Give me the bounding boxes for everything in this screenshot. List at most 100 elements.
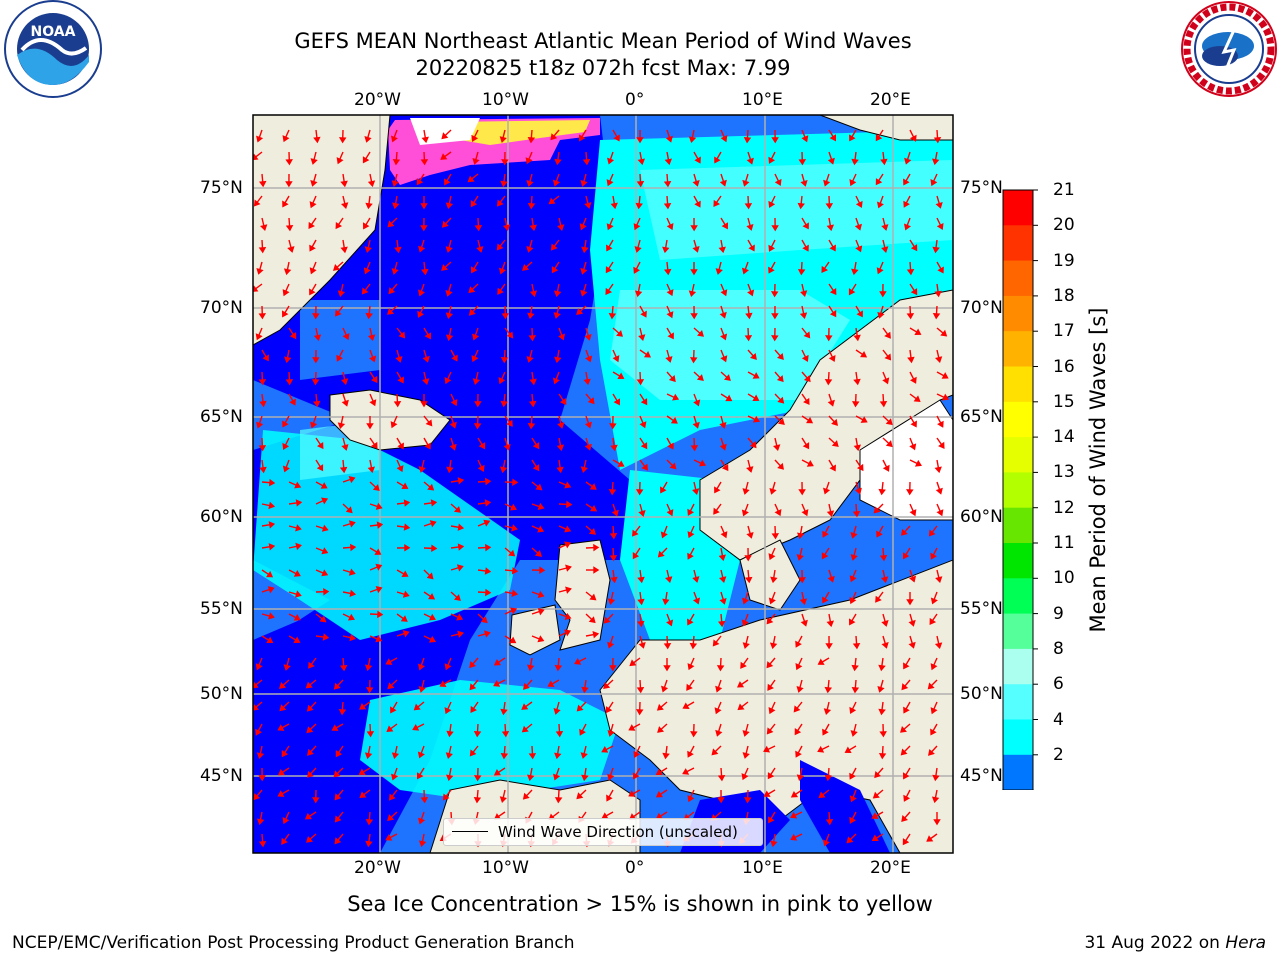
wave-arrow-head: [348, 476, 356, 484]
wave-arrow-head: [846, 836, 854, 844]
wave-arrow-head: [821, 265, 829, 273]
wave-arrow-head: [692, 597, 701, 605]
wave-arrow-head: [802, 222, 809, 230]
wave-arrow-head: [742, 488, 750, 495]
wave-arrow-head: [878, 708, 886, 716]
wave-arrow-head: [632, 772, 640, 780]
wave-arrow-head: [428, 613, 436, 621]
wave-arrow-head: [449, 421, 457, 429]
wave-arrow-head: [539, 566, 546, 574]
colorbar-tick-label: 18: [1053, 285, 1075, 306]
colorbar-segment: [1003, 295, 1033, 332]
wave-arrow-head: [456, 613, 464, 621]
wave-arrow-head: [472, 157, 480, 165]
wave-arrow-head: [910, 288, 918, 296]
wave-arrow-head: [609, 533, 618, 540]
wave-arrow-head: [359, 791, 367, 798]
wave-arrow-head: [903, 178, 910, 186]
wave-arrow-head: [362, 222, 370, 230]
wave-arrow-head: [856, 463, 864, 472]
wave-arrow-head: [853, 334, 861, 342]
wave-arrow-head: [850, 730, 858, 737]
map-legend: Wind Wave Direction (unscaled): [443, 818, 763, 846]
wave-arrow-head: [474, 225, 483, 232]
wave-arrow-head: [904, 157, 912, 165]
wave-arrow-head: [742, 752, 750, 759]
wave-arrow-head: [404, 544, 411, 552]
wave-arrow-head: [477, 464, 485, 472]
wave-arrow-head: [723, 374, 731, 381]
wave-arrow-head: [636, 181, 645, 188]
wave-arrow-head: [935, 487, 943, 495]
wave-arrow-head: [797, 202, 805, 210]
wave-arrow-head: [390, 135, 398, 143]
wave-arrow-head: [313, 136, 321, 144]
wave-arrow-head: [268, 543, 276, 551]
wave-arrow-head: [692, 576, 700, 583]
wave-arrow-head: [746, 157, 754, 165]
lon-label-bottom: 10°W: [482, 858, 529, 878]
wave-arrow-head: [635, 709, 644, 716]
wave-arrow-head: [766, 617, 774, 625]
wave-arrow-head: [283, 664, 291, 671]
wave-arrow-head: [365, 840, 373, 848]
wave-arrow-head: [417, 772, 424, 780]
wave-arrow-head: [906, 269, 915, 276]
wave-arrow-head: [553, 312, 561, 319]
wave-arrow-head: [718, 554, 727, 562]
wave-arrow-head: [719, 597, 727, 605]
wave-arrow-head: [262, 354, 269, 362]
wave-arrow-head: [825, 818, 834, 826]
wave-arrow-head: [881, 619, 889, 627]
wave-arrow-head: [768, 597, 776, 605]
wave-arrow-head: [445, 289, 453, 297]
wave-arrow-head: [608, 488, 617, 496]
wave-arrow-head: [686, 683, 693, 691]
wave-arrow-head: [527, 423, 536, 430]
wave-arrow-head: [608, 313, 617, 320]
wave-arrow-head: [790, 833, 798, 841]
wave-arrow-head: [277, 724, 285, 731]
footer-date-text: 31 Aug 2022 on: [1084, 933, 1226, 953]
wave-arrow-head: [665, 576, 673, 583]
wave-arrow-head: [259, 466, 267, 474]
wave-arrow-head: [606, 179, 614, 187]
wave-arrow-head: [321, 569, 329, 577]
wave-arrow-head: [800, 179, 808, 187]
wave-arrow-head: [610, 576, 618, 584]
wave-arrow-head: [511, 589, 519, 598]
wave-arrow-head: [418, 840, 427, 848]
wave-arrow-head: [277, 790, 285, 797]
wave-arrow-head: [902, 838, 910, 846]
wave-arrow-head: [309, 244, 316, 252]
wave-arrow-head: [632, 529, 639, 537]
wave-arrow-head: [690, 269, 698, 276]
wave-arrow-head: [881, 224, 889, 231]
wave-arrow-head: [903, 223, 912, 231]
wave-arrow-head: [341, 444, 349, 451]
colorbar-segment: [1003, 613, 1033, 650]
wave-arrow-head: [526, 179, 534, 187]
colorbar-frame: [1002, 189, 1034, 790]
wave-arrow-head: [824, 686, 833, 694]
lat-label-right: 60°N: [960, 507, 1003, 527]
wave-arrow-head: [417, 751, 425, 759]
wave-arrow-head: [797, 269, 806, 276]
wave-arrow-head: [913, 395, 921, 402]
wave-arrow-head: [714, 486, 721, 494]
wave-arrow-head: [849, 795, 857, 803]
wave-arrow-head: [607, 598, 616, 605]
wave-arrow-head: [932, 774, 940, 782]
footer-credit: NCEP/EMC/Verification Post Processing Pr…: [12, 933, 575, 953]
wave-arrow-head: [690, 445, 699, 452]
wave-arrow-head: [588, 616, 596, 624]
wave-arrow-head: [532, 464, 540, 472]
wave-arrow-head: [336, 354, 343, 362]
wave-arrow-head: [636, 687, 645, 694]
wave-arrow-head: [716, 665, 725, 672]
wave-arrow-head: [429, 520, 437, 528]
wave-arrow-head: [822, 839, 830, 847]
lat-label-right: 45°N: [960, 766, 1003, 786]
wave-arrow-head: [467, 175, 475, 183]
wave-arrow-head: [349, 633, 356, 642]
